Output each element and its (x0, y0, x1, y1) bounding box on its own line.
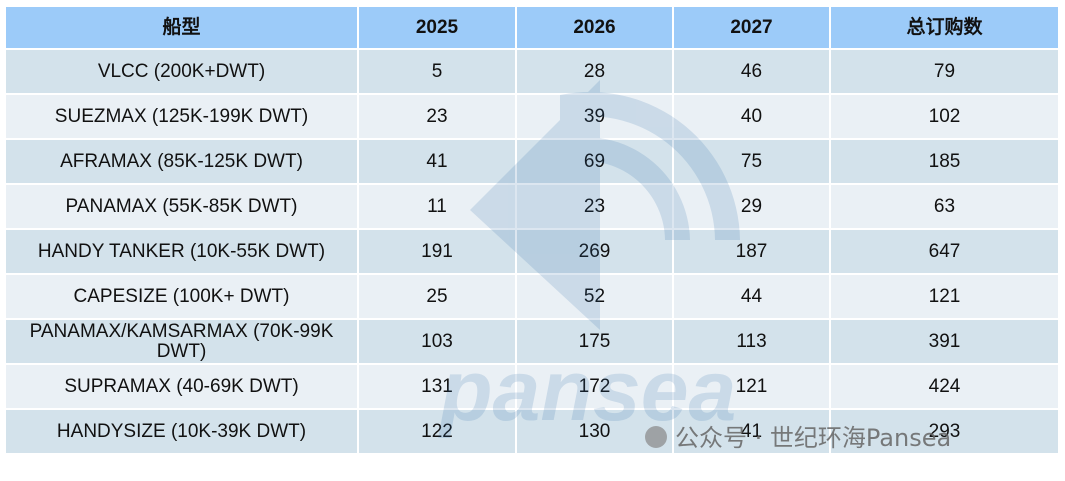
count-cell: 5 (357, 48, 517, 95)
count-cell: 185 (829, 138, 1060, 185)
count-cell: 41 (672, 408, 831, 455)
count-cell: 187 (672, 228, 831, 275)
count-cell: 25 (357, 273, 517, 320)
count-cell: 11 (357, 183, 517, 230)
count-cell: 39 (515, 93, 674, 140)
table-row: PANAMAX (55K-85K DWT) 11 23 29 63 (4, 183, 1060, 230)
ship-type-cell: SUPRAMAX (40-69K DWT) (4, 363, 359, 410)
header-cell: 总订购数 (829, 5, 1060, 50)
count-cell: 121 (829, 273, 1060, 320)
count-cell: 23 (515, 183, 674, 230)
count-cell: 29 (672, 183, 831, 230)
header-cell: 2027 (672, 5, 831, 50)
count-cell: 28 (515, 48, 674, 95)
order-table: 船型 2025 2026 2027 总订购数 VLCC (200K+DWT) 5 28 46 7… (4, 5, 1060, 455)
header-cell: 2026 (515, 5, 674, 50)
header-row: 船型 2025 2026 2027 总订购数 (4, 5, 1060, 50)
count-cell: 52 (515, 273, 674, 320)
ship-type-cell: VLCC (200K+DWT) (4, 48, 359, 95)
count-cell: 293 (829, 408, 1060, 455)
count-cell: 79 (829, 48, 1060, 95)
count-cell: 41 (357, 138, 517, 185)
count-cell: 113 (672, 318, 831, 365)
count-cell: 424 (829, 363, 1060, 410)
count-cell: 130 (515, 408, 674, 455)
header-cell: 2025 (357, 5, 517, 50)
count-cell: 131 (357, 363, 517, 410)
count-cell: 191 (357, 228, 517, 275)
table-body: VLCC (200K+DWT) 5 28 46 79 SUEZMAX (125K-199K… (4, 48, 1060, 455)
count-cell: 647 (829, 228, 1060, 275)
count-cell: 44 (672, 273, 831, 320)
count-cell: 103 (357, 318, 517, 365)
ship-type-cell: AFRAMAX (85K-125K DWT) (4, 138, 359, 185)
count-cell: 23 (357, 93, 517, 140)
count-cell: 46 (672, 48, 831, 95)
count-cell: 391 (829, 318, 1060, 365)
count-cell: 63 (829, 183, 1060, 230)
count-cell: 175 (515, 318, 674, 365)
ship-type-cell: PANAMAX (55K-85K DWT) (4, 183, 359, 230)
table-row: PANAMAX/KAMSARMAX (70K-99K DWT) 103 175 113… (4, 318, 1060, 365)
table-row: AFRAMAX (85K-125K DWT) 41 69 75 185 (4, 138, 1060, 185)
count-cell: 40 (672, 93, 831, 140)
count-cell: 122 (357, 408, 517, 455)
header-cell: 船型 (4, 5, 359, 50)
ship-type-cell: HANDY TANKER (10K-55K DWT) (4, 228, 359, 275)
count-cell: 269 (515, 228, 674, 275)
count-cell: 121 (672, 363, 831, 410)
table-row: SUPRAMAX (40-69K DWT) 131 172 121 424 (4, 363, 1060, 410)
ship-type-cell: HANDYSIZE (10K-39K DWT) (4, 408, 359, 455)
count-cell: 172 (515, 363, 674, 410)
table-row: HANDYSIZE (10K-39K DWT) 122 130 41 293 (4, 408, 1060, 455)
count-cell: 69 (515, 138, 674, 185)
table-row: HANDY TANKER (10K-55K DWT) 191 269 187 647 (4, 228, 1060, 275)
ship-type-cell: PANAMAX/KAMSARMAX (70K-99K DWT) (4, 318, 359, 365)
table-row: VLCC (200K+DWT) 5 28 46 79 (4, 48, 1060, 95)
table-row: SUEZMAX (125K-199K DWT) 23 39 40 102 (4, 93, 1060, 140)
count-cell: 75 (672, 138, 831, 185)
ship-type-cell: CAPESIZE (100K+ DWT) (4, 273, 359, 320)
count-cell: 102 (829, 93, 1060, 140)
ship-type-cell: SUEZMAX (125K-199K DWT) (4, 93, 359, 140)
table-row: CAPESIZE (100K+ DWT) 25 52 44 121 (4, 273, 1060, 320)
